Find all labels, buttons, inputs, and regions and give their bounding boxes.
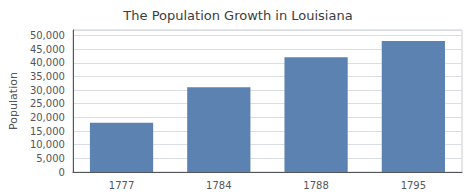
svg-text:0: 0 <box>59 167 65 178</box>
svg-text:1795: 1795 <box>401 180 426 191</box>
svg-text:The Population Growth in Louis: The Population Growth in Louisiana <box>122 8 352 23</box>
svg-text:20,000: 20,000 <box>30 112 65 123</box>
svg-text:1777: 1777 <box>109 180 134 191</box>
svg-text:35,000: 35,000 <box>30 71 65 82</box>
svg-text:30,000: 30,000 <box>30 85 65 96</box>
svg-text:1788: 1788 <box>303 180 328 191</box>
svg-text:1784: 1784 <box>206 180 231 191</box>
svg-text:25,000: 25,000 <box>30 98 65 109</box>
svg-text:50,000: 50,000 <box>30 30 65 41</box>
svg-text:45,000: 45,000 <box>30 44 65 55</box>
svg-text:40,000: 40,000 <box>30 57 65 68</box>
svg-text:5,000: 5,000 <box>36 153 65 164</box>
svg-text:Population: Population <box>7 72 20 130</box>
svg-text:10,000: 10,000 <box>30 139 65 150</box>
svg-text:15,000: 15,000 <box>30 126 65 137</box>
